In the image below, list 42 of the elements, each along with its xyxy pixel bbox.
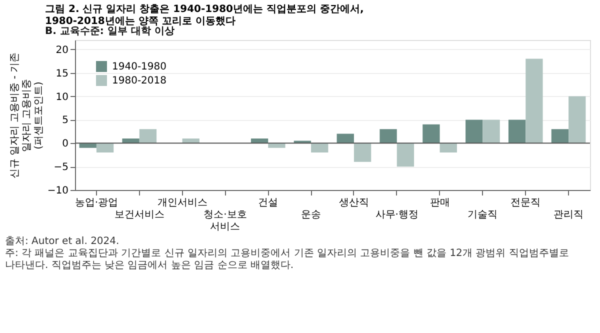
bar [396,143,414,167]
y-tick-label: −10 [47,186,68,196]
source-note: 출처: Autor et al. 2024. [5,236,120,247]
chart-title: 그림 2. 신규 일자리 창출은 1940-1980년에는 직업분포의 중간에서, 1980-2018년에는 양쪽 꼬리로 이동했다 [45,4,364,27]
x-tick-label: 판매 [430,198,450,208]
text: 주: 각 패널은 교육집단과 기간별로 신규 일자리의 고용비중에서 기존 일자리의 고용비중을 뺀 값을 12개 광범위 직업범주별로 나타낸다. 직업범주는 낮은 임금에서 높은 임금 순으로 배열했다. [5,248,569,271]
x-tick-label: 사무·행정 [375,210,418,220]
y-axis-title: 신규 일자리 고용비중 - 기존 일자리 고용비중 (퍼센트포인트) [9,52,44,179]
legend-label: 1980-2018 [112,76,167,86]
bar [268,143,286,148]
bar [551,129,569,144]
x-tick-label: 기술직 [468,210,498,220]
x-tick-label: 관리직 [554,210,584,220]
bar [354,143,372,162]
bar [508,120,526,144]
x-tick-label: 생산직 [338,198,369,208]
bar [422,124,440,144]
bar [568,96,586,144]
x-tick-label: 보건서비스 [114,210,164,220]
bar [311,143,328,152]
x-tick-label: 건설 [258,198,278,208]
y-tick-label: 5 [62,115,68,126]
bar [96,143,114,152]
y-tick-label: −5 [54,162,68,174]
y-tick-label: 20 [56,44,68,56]
bar [336,134,354,144]
chart-subtitle: B. 교육수준: 일부 대학 이상 [45,26,174,37]
y-tick-label: 0 [62,138,68,150]
bar [482,120,500,144]
y-tick-label: 10 [56,92,68,103]
legend-label: 1940-1980 [112,62,167,72]
bar [380,129,397,144]
x-tick-label: 전문직 [510,198,541,208]
x-tick-label: 농업·광업 [74,198,118,208]
bar [440,143,457,152]
bar [139,129,157,144]
x-tick-label: 운송 [301,210,322,220]
bar [466,120,483,144]
x-tick-label: 청소·보호 서비스 [204,210,247,232]
bar [526,58,543,144]
x-tick-label: 개인서비스 [157,198,208,208]
y-tick-label: 15 [56,68,68,80]
